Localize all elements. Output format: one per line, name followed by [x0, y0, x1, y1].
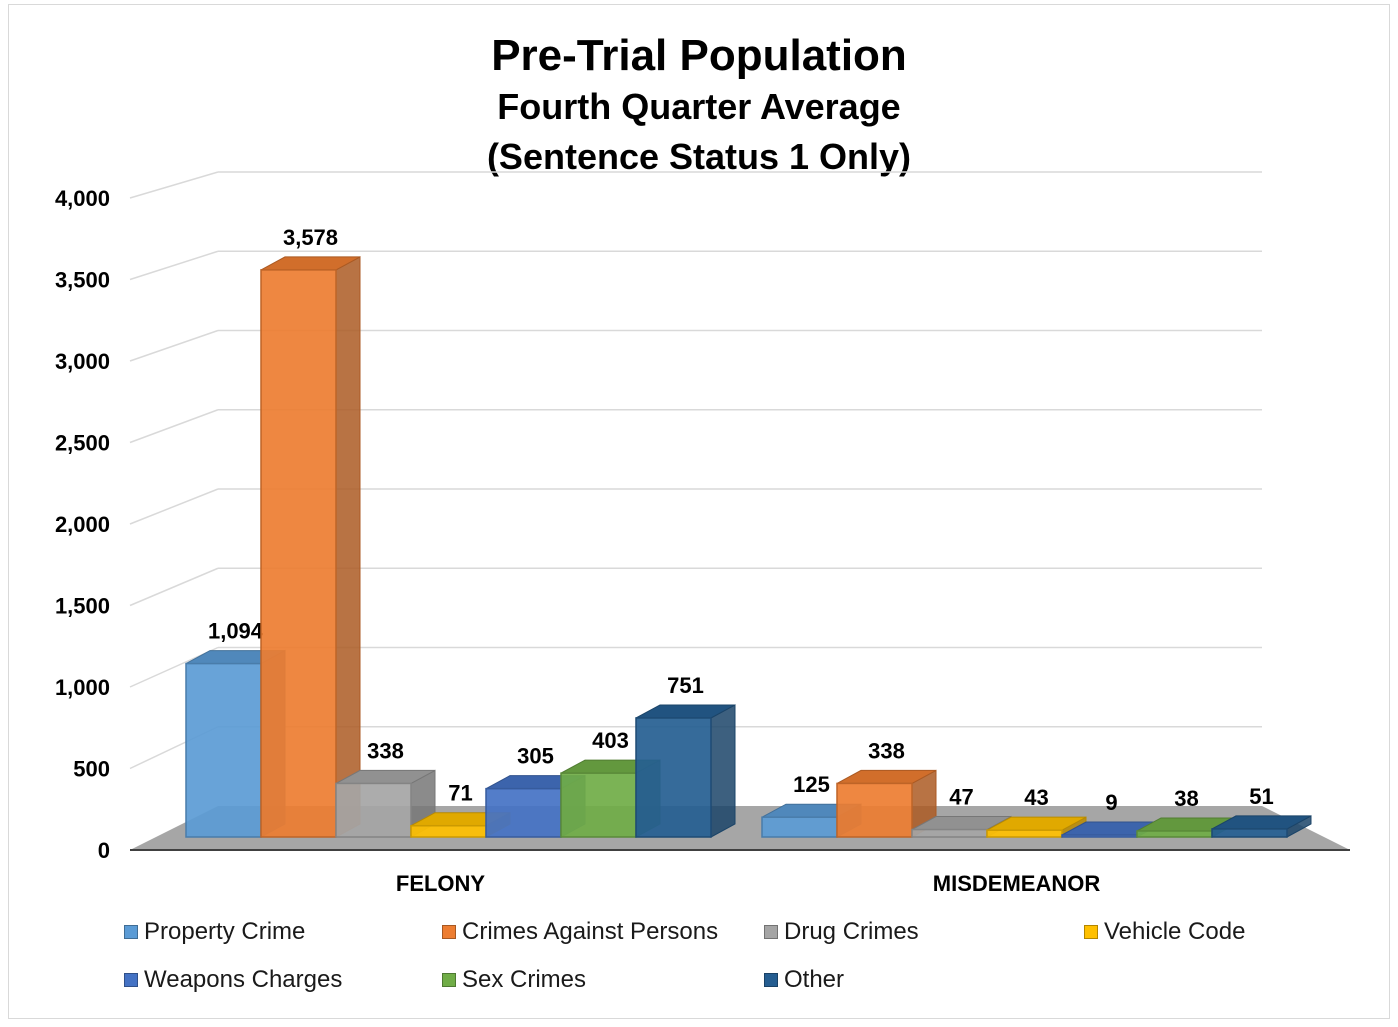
legend-label: Crimes Against Persons — [462, 918, 719, 945]
bar-felony-sex-crimes — [560, 772, 637, 838]
bar-misdemeanor-vehicle-code — [986, 829, 1063, 838]
data-label: 3,578 — [283, 225, 338, 250]
legend-item: Property Crime — [124, 918, 305, 946]
legend-swatch — [764, 973, 778, 987]
legend-swatch — [124, 973, 138, 987]
legend-item: Drug Crimes — [764, 918, 919, 946]
data-label: 51 — [1249, 784, 1273, 809]
legend-swatch — [1084, 925, 1098, 939]
bar-felony-other — [635, 717, 712, 838]
data-label: 1,094 — [208, 619, 264, 644]
data-label: 751 — [667, 673, 704, 698]
data-label: 403 — [592, 728, 629, 753]
y-tick-label: 4,000 — [55, 186, 110, 211]
legend-swatch — [764, 925, 778, 939]
bar-felony-drug-crimes — [335, 782, 412, 838]
legend-swatch — [124, 925, 138, 939]
bar-misdemeanor-other — [1211, 828, 1288, 838]
legend-label: Property Crime — [144, 918, 306, 945]
x-category-label: FELONY — [396, 871, 486, 896]
legend-item: Other — [764, 966, 844, 994]
legend-label: Drug Crimes — [784, 918, 919, 945]
bar-misdemeanor-drug-crimes — [911, 828, 988, 838]
y-tick-label: 0 — [98, 838, 110, 863]
gridline-diagonal — [129, 409, 219, 444]
gridline-diagonal — [129, 488, 219, 525]
x-category-label: MISDEMEANOR — [933, 871, 1101, 896]
data-label: 305 — [517, 744, 554, 769]
bar-misdemeanor-weapons-charges — [1061, 834, 1138, 838]
data-label: 43 — [1024, 785, 1048, 810]
y-tick-label: 2,000 — [55, 512, 110, 537]
bar-felony-crimes-against-persons-side — [335, 256, 361, 838]
bar-felony-other-side — [710, 704, 736, 838]
bar-misdemeanor-sex-crimes — [1136, 830, 1213, 838]
gridline-diagonal — [129, 250, 219, 281]
legend-label: Vehicle Code — [1104, 918, 1246, 945]
y-tick-label: 500 — [73, 757, 110, 782]
y-tick-label: 3,500 — [55, 268, 110, 293]
chart-legend: Property Crime Crimes Against Persons Drug… — [124, 918, 1284, 1018]
y-tick-label: 1,500 — [55, 594, 110, 619]
bar-misdemeanor-property-crime — [761, 816, 838, 838]
data-label: 9 — [1105, 790, 1117, 815]
legend-item: Vehicle Code — [1084, 918, 1245, 946]
legend-swatch — [442, 925, 456, 939]
bar-felony-property-crime — [185, 662, 262, 838]
gridline-diagonal — [129, 171, 219, 199]
bar-felony-weapons-charges — [485, 787, 562, 838]
legend-label: Sex Crimes — [462, 966, 587, 993]
data-label: 47 — [949, 785, 973, 810]
bar-misdemeanor-crimes-against-persons — [836, 782, 913, 838]
chart-subtitle-line-1: Fourth Quarter Average — [497, 86, 901, 127]
legend-item: Crimes Against Persons — [442, 918, 718, 946]
y-tick-label: 2,500 — [55, 431, 110, 456]
gridline-diagonal — [129, 567, 219, 607]
data-label: 38 — [1174, 786, 1198, 811]
legend-item: Weapons Charges — [124, 966, 342, 994]
chart-title: Pre-Trial Population — [491, 31, 907, 80]
legend-label: Weapons Charges — [144, 966, 343, 993]
gridline-diagonal — [129, 329, 219, 362]
legend-label: Other — [784, 966, 845, 993]
data-label: 125 — [793, 772, 830, 797]
y-tick-label: 3,000 — [55, 349, 110, 374]
data-label: 71 — [448, 781, 472, 806]
bar-felony-crimes-against-persons — [260, 269, 337, 838]
bar-felony-vehicle-code — [410, 824, 487, 838]
data-label: 338 — [868, 738, 905, 763]
data-label: 338 — [367, 738, 404, 763]
chart-subtitle-line-2: (Sentence Status 1 Only) — [486, 136, 912, 177]
legend-item: Sex Crimes — [442, 966, 586, 994]
legend-swatch — [442, 973, 456, 987]
y-tick-label: 1,000 — [55, 675, 110, 700]
chart-title-block: Pre-Trial Population Fourth Quarter Aver… — [0, 30, 1398, 182]
